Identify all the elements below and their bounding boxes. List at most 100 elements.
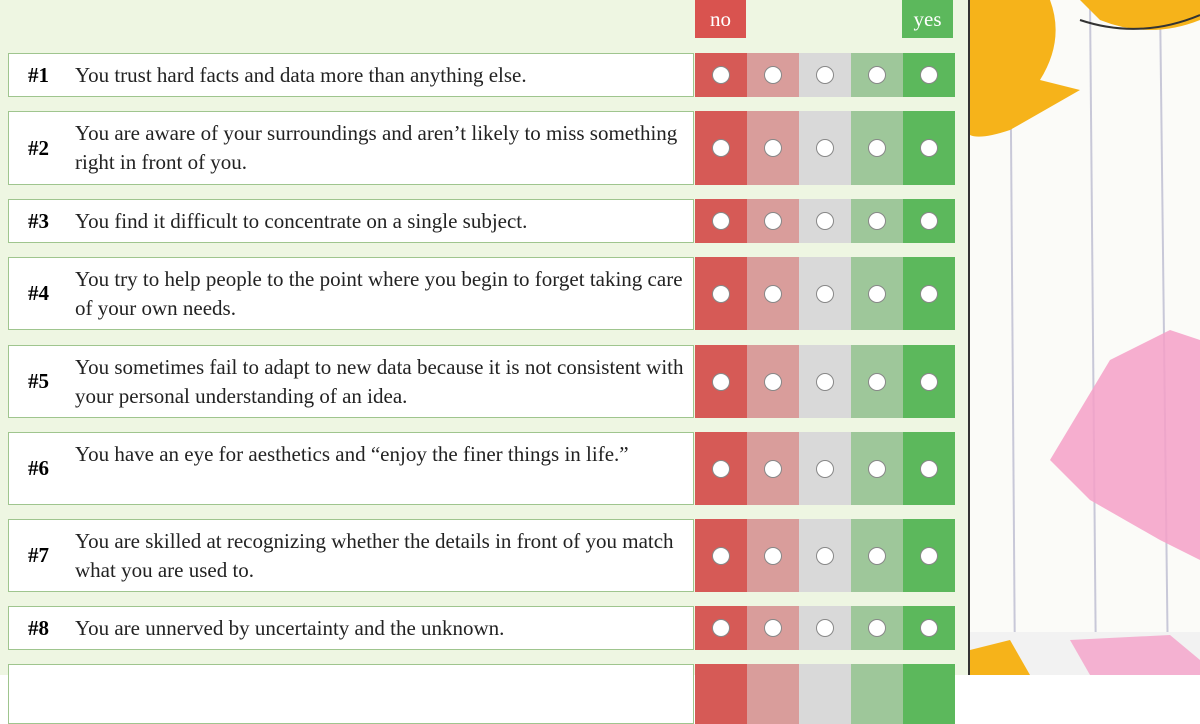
answer-cell (799, 664, 851, 724)
answer-radio[interactable] (920, 459, 938, 478)
answer-radio[interactable] (712, 139, 730, 157)
answer-cell (695, 345, 747, 418)
answer-radio[interactable] (868, 284, 886, 303)
answer-cell (851, 519, 903, 592)
answer-cell (903, 53, 955, 97)
answer-cell (799, 199, 851, 243)
answer-cell (851, 53, 903, 97)
answer-radio[interactable] (764, 546, 782, 565)
answer-radio[interactable] (712, 66, 730, 84)
question-box: #7 You are skilled at recognizing whether… (8, 519, 694, 592)
answer-radio[interactable] (868, 66, 886, 84)
answer-radio[interactable] (712, 546, 730, 565)
answer-radio[interactable] (920, 546, 938, 565)
answer-cell (695, 519, 747, 592)
answer-cell (747, 606, 799, 650)
answer-radio[interactable] (764, 619, 782, 637)
answer-radio[interactable] (764, 284, 782, 303)
answer-radio[interactable] (920, 284, 938, 303)
answer-radio[interactable] (712, 372, 730, 391)
answer-cell (799, 111, 851, 185)
question-number: #3 (28, 208, 49, 233)
answer-radio[interactable] (816, 66, 834, 84)
no-label: no (695, 0, 746, 38)
question-box: #5 You sometimes fail to adapt to new dat… (8, 345, 694, 418)
answer-radio[interactable] (816, 372, 834, 391)
answer-cell (747, 111, 799, 185)
answer-radio[interactable] (868, 212, 886, 230)
answer-radio[interactable] (712, 284, 730, 303)
question-box: #4 You try to help people to the point wh… (8, 257, 694, 330)
answer-cell (903, 345, 955, 418)
answer-cell (903, 664, 955, 724)
answer-cell (851, 606, 903, 650)
answer-radio[interactable] (868, 459, 886, 478)
answer-radio[interactable] (764, 372, 782, 391)
answer-radio[interactable] (868, 139, 886, 157)
answer-radio[interactable] (712, 619, 730, 637)
answer-cell (903, 519, 955, 592)
question-number: #1 (28, 62, 49, 87)
answer-cell (903, 606, 955, 650)
answer-cell (747, 519, 799, 592)
answer-cell (799, 519, 851, 592)
answer-radio[interactable] (920, 212, 938, 230)
answer-cell (747, 345, 799, 418)
answer-cell (851, 664, 903, 724)
answer-radio[interactable] (816, 139, 834, 157)
decorative-image (970, 0, 1200, 675)
question-text: You sometimes fail to adapt to new data … (75, 354, 684, 408)
answer-radio[interactable] (816, 619, 834, 637)
answer-cell (695, 53, 747, 97)
answer-cell (695, 664, 747, 724)
answer-radio[interactable] (816, 459, 834, 478)
question-number: #4 (28, 281, 49, 305)
answer-cell (799, 606, 851, 650)
question-box: #1 You trust hard facts and data more tha… (8, 53, 694, 97)
answer-cell (747, 432, 799, 505)
question-number: #6 (28, 456, 49, 480)
answer-cell (747, 664, 799, 724)
answer-cell (851, 432, 903, 505)
answer-cell (851, 111, 903, 185)
answer-radio[interactable] (764, 459, 782, 478)
answer-radio[interactable] (868, 546, 886, 565)
answer-cell (747, 53, 799, 97)
answer-cell (695, 199, 747, 243)
answer-radio[interactable] (712, 212, 730, 230)
question-text: You are skilled at recognizing whether t… (75, 528, 674, 582)
answer-radio[interactable] (764, 139, 782, 157)
answer-radio[interactable] (920, 619, 938, 637)
question-number: #7 (28, 543, 49, 567)
answer-cell (851, 345, 903, 418)
yes-label: yes (902, 0, 953, 38)
answer-cell (799, 257, 851, 330)
answer-radio[interactable] (868, 619, 886, 637)
answer-radio[interactable] (920, 139, 938, 157)
answer-cell (695, 257, 747, 330)
answer-radio[interactable] (816, 546, 834, 565)
answer-cell (695, 606, 747, 650)
answer-radio[interactable] (920, 372, 938, 391)
answer-cell (851, 199, 903, 243)
answer-cell (903, 257, 955, 330)
answer-radio[interactable] (816, 212, 834, 230)
question-number: #2 (28, 135, 49, 160)
answer-radio[interactable] (920, 66, 938, 84)
question-box: #3 You find it difficult to concentrate o… (8, 199, 694, 243)
answer-radio[interactable] (764, 212, 782, 230)
question-text: You are aware of your surroundings and a… (75, 121, 678, 174)
answer-cell (695, 432, 747, 505)
answer-radio[interactable] (816, 284, 834, 303)
question-box: #6 You have an eye for aesthetics and “en… (8, 432, 694, 505)
answer-radio[interactable] (764, 66, 782, 84)
answer-cell (903, 432, 955, 505)
answer-radio[interactable] (868, 372, 886, 391)
answer-cell (903, 199, 955, 243)
question-text: You are unnerved by uncertainty and the … (75, 615, 505, 640)
answer-cell (747, 199, 799, 243)
answer-radio[interactable] (712, 459, 730, 478)
question-number: #5 (28, 369, 49, 393)
answer-cell (903, 111, 955, 185)
